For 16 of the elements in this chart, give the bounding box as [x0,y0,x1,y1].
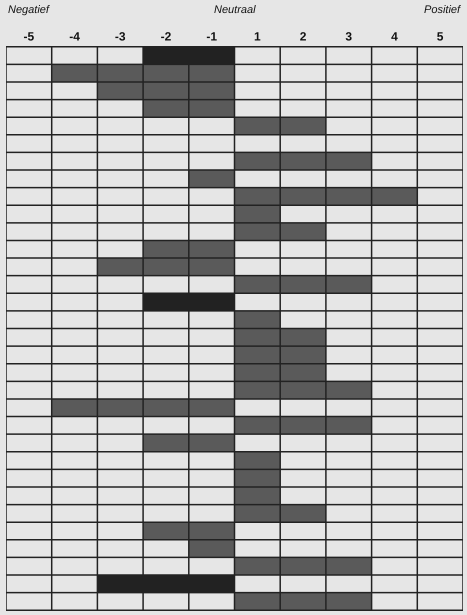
text: Neutraal [214,4,256,16]
x-tick-label: 3 [345,30,352,44]
text: Negatief [8,4,50,16]
x-tick-label: -5 [24,30,35,44]
x-tick-label: -3 [114,30,126,44]
x-tick-label: -2 [160,30,172,44]
bar [235,593,372,610]
x-tick-label: -1 [206,30,218,44]
x-tick-label: -4 [69,30,80,44]
text: Positief [424,4,462,16]
bar [235,417,372,434]
bar [235,276,372,293]
x-tick-label: 5 [436,30,444,44]
x-tick-label: 1 [254,30,262,44]
x-tick-label: 4 [391,30,398,44]
x-tick-label: 2 [300,30,307,44]
